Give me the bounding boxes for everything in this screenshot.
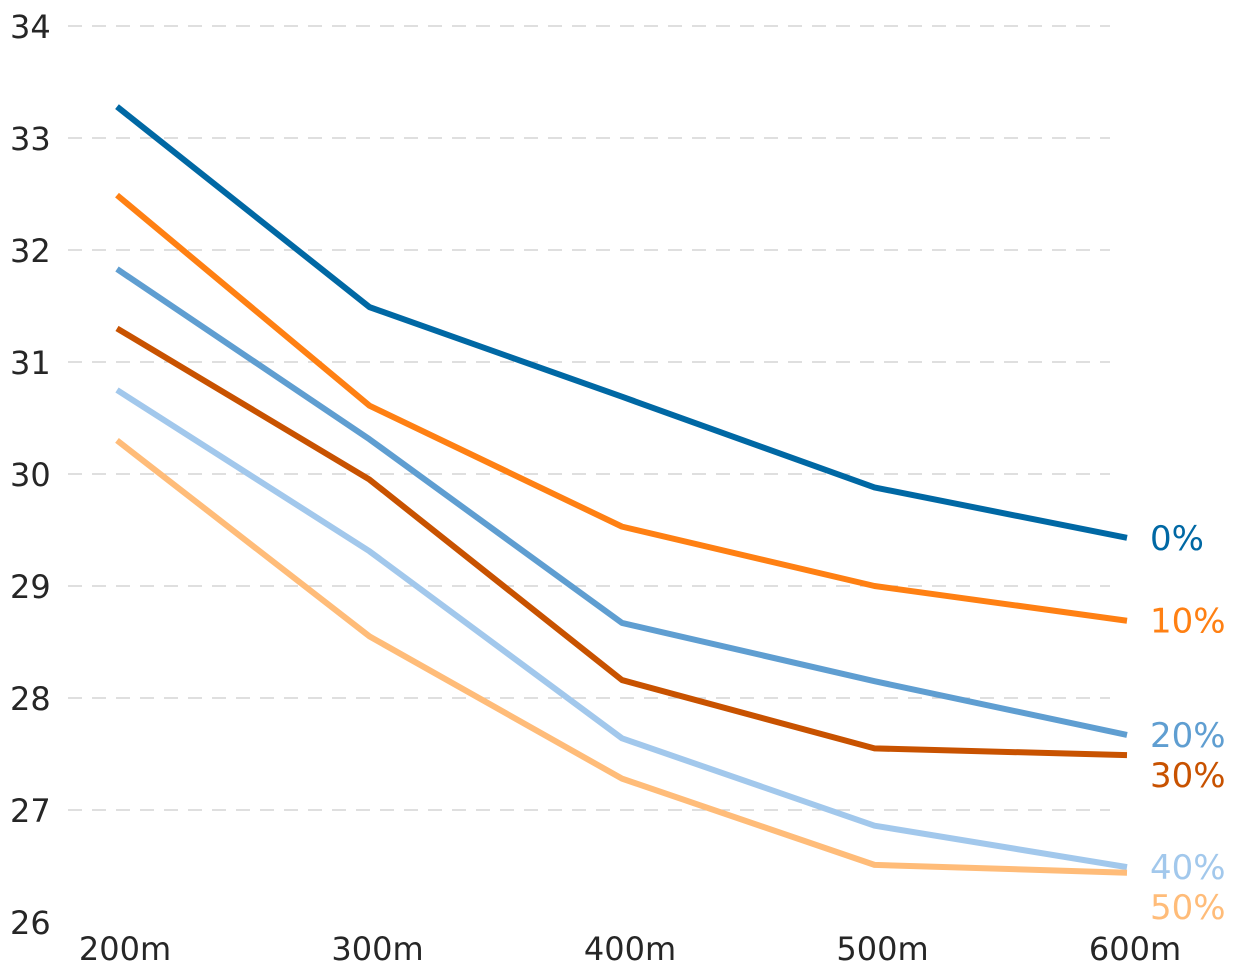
series-line-0pct <box>115 104 1128 541</box>
series-line-30pct <box>115 325 1128 759</box>
x-tick-label: 500m <box>836 930 928 968</box>
series-label: 10% <box>1150 602 1226 642</box>
series-lines <box>115 104 1128 876</box>
y-tick-label: 28 <box>10 680 51 718</box>
series-line-50pct <box>115 438 1128 876</box>
x-tick-label: 200m <box>79 930 171 968</box>
y-tick-label: 30 <box>10 456 51 494</box>
y-tick-label: 29 <box>10 568 51 606</box>
series-label: 0% <box>1150 519 1204 559</box>
y-tick-label: 32 <box>10 232 51 270</box>
series-line-20pct <box>115 266 1128 738</box>
y-tick-label: 31 <box>10 344 51 382</box>
y-axis-ticks: 26 27 28 29 30 31 32 33 34 <box>10 8 51 942</box>
series-label: 20% <box>1150 716 1226 756</box>
gridlines <box>68 25 1110 811</box>
series-label: 50% <box>1150 888 1226 928</box>
x-tick-label: 300m <box>331 930 423 968</box>
series-line-40pct <box>115 387 1128 871</box>
series-label: 40% <box>1150 848 1226 888</box>
x-tick-label: 400m <box>584 930 676 968</box>
y-tick-label: 27 <box>10 792 51 830</box>
series-labels: 0% 10% 20%30% 40%50% <box>1150 519 1226 928</box>
series-label: 30% <box>1150 756 1226 796</box>
y-tick-label: 26 <box>10 904 51 942</box>
y-tick-label: 34 <box>10 8 51 46</box>
y-tick-label: 33 <box>10 120 51 158</box>
x-tick-label: 600m <box>1089 930 1181 968</box>
series-line-10pct <box>115 192 1128 624</box>
x-axis-ticks: 200m 300m 400m 500m 600m <box>79 930 1181 968</box>
